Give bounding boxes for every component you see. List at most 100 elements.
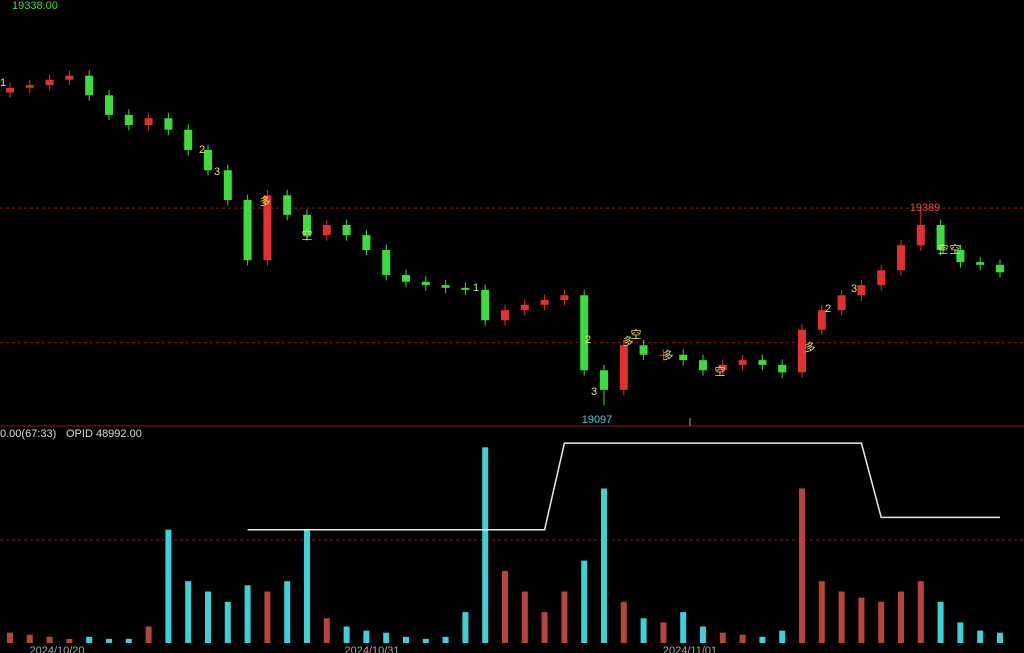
signal-label: 2 [825,303,831,315]
volume-bar [937,601,944,643]
volume-bar [541,612,548,643]
candle-body [738,360,747,365]
volume-bar [700,626,706,643]
signal-label: 1 [473,282,479,294]
candle-body [144,118,153,125]
candle-body [778,364,787,373]
candle-body [600,370,608,390]
volume-bar [818,581,825,643]
candle-body [124,114,133,125]
volume-bar [244,585,251,643]
date-label: 2024/11/01 [663,645,717,653]
volume-bar [363,630,370,643]
signal-label: 多 [663,348,674,362]
candle-body [461,287,470,290]
candle-body [204,150,212,171]
candle-body [223,170,232,200]
volume-bar [957,622,964,643]
candle-body [164,118,173,130]
volume-bar [442,636,449,643]
candle-body [105,95,113,115]
candle-body [85,75,94,96]
candle-body [283,195,292,215]
volume-bar [106,638,112,643]
volume-bar [66,638,73,643]
signal-label: 2 [199,144,205,156]
candle-body [679,354,688,361]
volume-bar [759,636,766,643]
opid-label: OPID 48992.00 [66,428,142,440]
volume-bar [858,597,865,643]
candle-body [6,87,14,93]
volume-bar [640,618,647,643]
candle-body [560,295,569,300]
volume-bar [838,591,845,643]
signal-label: 1 [0,77,6,89]
candle-body [501,310,509,321]
candle-body [798,329,806,373]
candle-body [45,79,54,86]
volume-bar [304,529,310,643]
candle-body [520,304,529,311]
candle-body [877,270,886,286]
candle-body [243,200,252,261]
low-label: 19097 [582,414,613,426]
signal-label: 空 [302,228,313,242]
volume-bar [779,630,786,643]
signal-label: 多 [805,340,816,354]
volume-bar [898,591,904,643]
high-label: 19389 [910,202,941,214]
volume-bar [521,591,528,643]
volume-bar [997,632,1003,643]
volume-bar [165,529,172,643]
date-label: 2024/10/20 [29,645,84,653]
volume-bar [601,488,607,643]
candle-body [639,345,648,355]
candle-body [897,245,905,271]
volume-bar [264,591,271,643]
candle-body [421,281,430,286]
candle-body [699,360,707,371]
signal-label: 3 [851,283,857,295]
indicator-label: 0.00(67:33) [0,428,56,440]
volume-bar [502,570,508,643]
signal-label: 多 [623,334,634,348]
signal-label: 3 [214,166,220,178]
volume-bar [799,488,805,643]
candle-body [936,225,945,250]
volume-bar [26,634,33,643]
candle-body [481,289,490,321]
candle-body [837,295,846,311]
volume-bar [977,630,984,643]
candle-body [857,285,866,296]
candle-body [322,225,331,236]
volume-bar [620,601,627,643]
candle-body [362,235,371,250]
candle-body [184,129,193,150]
volume-bar [284,581,291,643]
volume-bar [383,632,390,643]
candle-body [996,264,1004,273]
volume-bar [224,601,231,643]
candle-body [718,364,727,371]
candle-body [817,310,826,330]
volume-bar [878,601,885,643]
volume-bar [462,612,469,643]
volume-bar [125,638,132,643]
candle-body [619,345,628,390]
volume-bar [739,634,746,643]
volume-bar [185,581,192,643]
opid-line [247,442,1000,531]
candle-body [402,275,410,282]
volume-bar [422,638,429,643]
volume-bar [680,612,687,643]
candle-body [65,75,74,80]
candle-body [758,360,767,365]
signal-label: 多 [260,194,271,208]
volume-bar [581,560,588,643]
signal-label: 空 [631,327,642,341]
volume-bar [205,591,211,643]
candle-body [956,250,965,263]
candle-body [441,285,450,288]
volume-bar [660,622,667,643]
